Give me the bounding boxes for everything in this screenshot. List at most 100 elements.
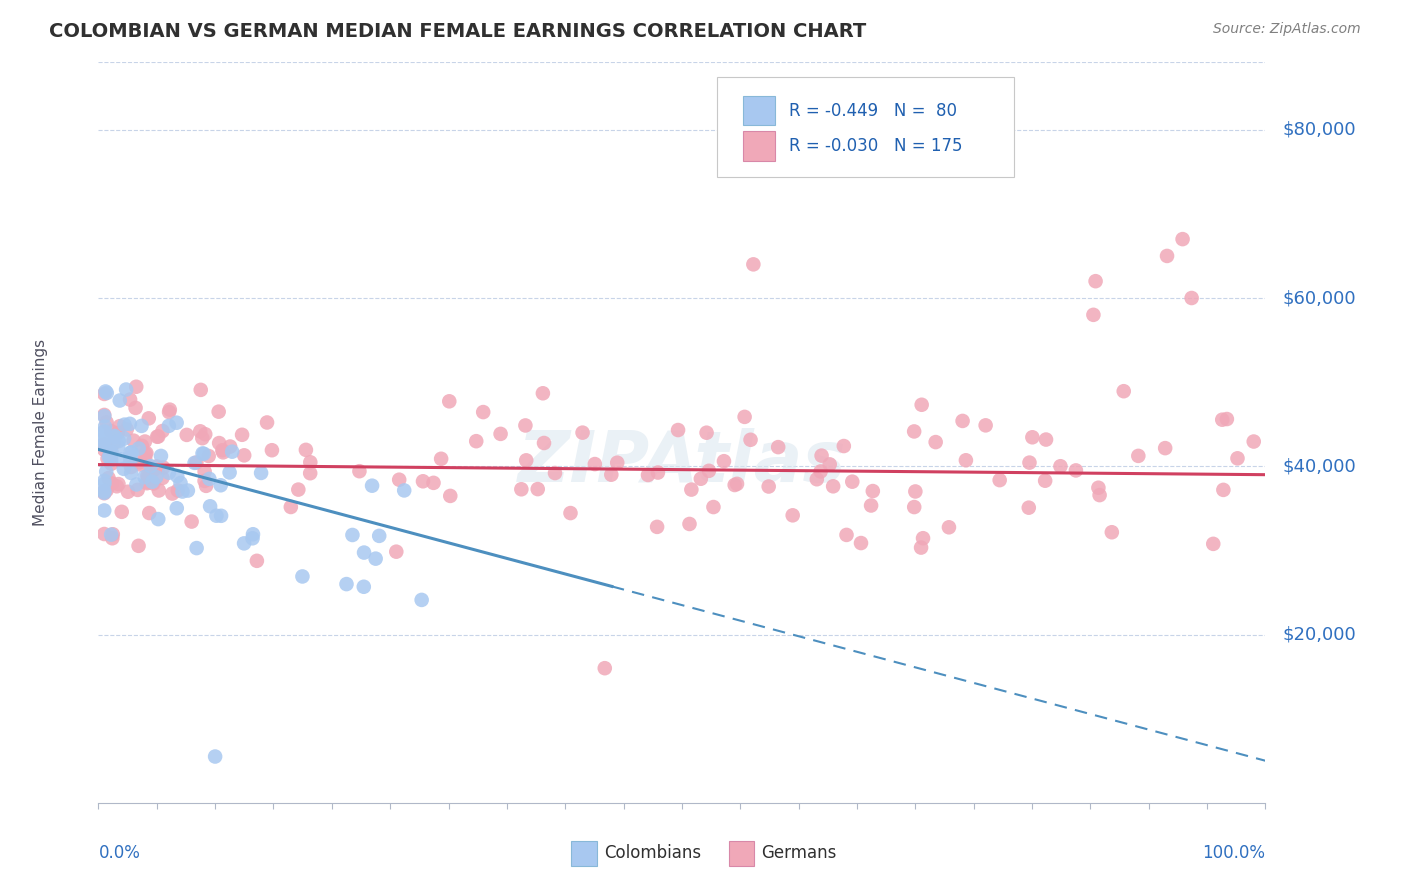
Point [606,456,628,470]
Point [152,460,174,475]
Point [134,434,156,449]
Point [388,473,411,487]
Point [353,580,375,594]
Point [1084,274,1107,288]
Point [924,435,946,450]
Point [136,475,159,490]
Point [101,531,124,545]
Point [205,508,228,523]
Point [107,434,129,448]
Point [560,506,582,520]
Text: R = -0.030   N = 175: R = -0.030 N = 175 [789,137,963,155]
Point [702,500,724,514]
Point [162,486,184,500]
Point [141,465,163,479]
Point [128,442,150,456]
Point [125,380,148,394]
Point [295,442,318,457]
Point [138,506,160,520]
Point [1035,433,1057,447]
Point [131,418,153,433]
Point [211,443,233,458]
Point [806,472,828,486]
Point [904,484,927,499]
Point [93,474,115,488]
Point [188,425,211,439]
Point [1212,483,1234,497]
Point [96,465,118,479]
Point [145,470,167,484]
Point [818,458,841,472]
Point [96,451,118,466]
Point [412,475,434,489]
Point [666,423,689,437]
Point [713,454,735,468]
Point [233,448,256,462]
Point [191,446,214,460]
Point [198,500,221,514]
Point [860,499,883,513]
Point [531,386,554,401]
Point [911,531,934,545]
Point [832,439,855,453]
Point [100,424,122,438]
Point [176,428,198,442]
Point [135,476,157,491]
Point [810,465,832,479]
Point [593,661,616,675]
Point [93,476,115,491]
Point [134,470,156,484]
Point [148,429,170,443]
Point [101,527,124,541]
Point [1171,232,1194,246]
Point [353,545,375,559]
Point [180,515,202,529]
Point [111,452,134,467]
Point [1101,525,1123,540]
Point [1018,456,1040,470]
Point [159,402,181,417]
Point [107,477,129,491]
Point [515,453,537,467]
Point [129,458,152,472]
Point [104,430,127,444]
Point [724,478,747,492]
Point [810,449,832,463]
Point [97,450,120,464]
Point [166,416,188,430]
Point [287,483,309,497]
Point [169,476,191,491]
Point [107,440,129,454]
Point [526,482,548,496]
Point [186,456,208,470]
Point [697,464,720,478]
Point [246,554,269,568]
Text: COLOMBIAN VS GERMAN MEDIAN FEMALE EARNINGS CORRELATION CHART: COLOMBIAN VS GERMAN MEDIAN FEMALE EARNIN… [49,22,866,41]
Point [209,508,232,523]
Point [583,457,606,471]
Point [127,483,149,497]
Point [108,419,131,434]
Point [696,425,718,440]
Point [131,439,153,453]
Point [335,577,357,591]
Point [1021,430,1043,444]
Point [93,503,115,517]
Point [105,479,128,493]
Point [1112,384,1135,399]
Point [120,454,142,468]
Text: 0.0%: 0.0% [98,844,141,862]
Point [260,443,283,458]
Point [112,462,135,476]
Point [120,392,142,407]
Point [204,749,226,764]
Point [120,459,142,474]
Text: Source: ZipAtlas.com: Source: ZipAtlas.com [1213,22,1361,37]
Point [515,418,537,433]
Point [177,483,200,498]
Point [823,479,845,493]
Point [111,505,134,519]
Point [1216,412,1239,426]
Point [725,476,748,491]
Point [208,405,231,419]
